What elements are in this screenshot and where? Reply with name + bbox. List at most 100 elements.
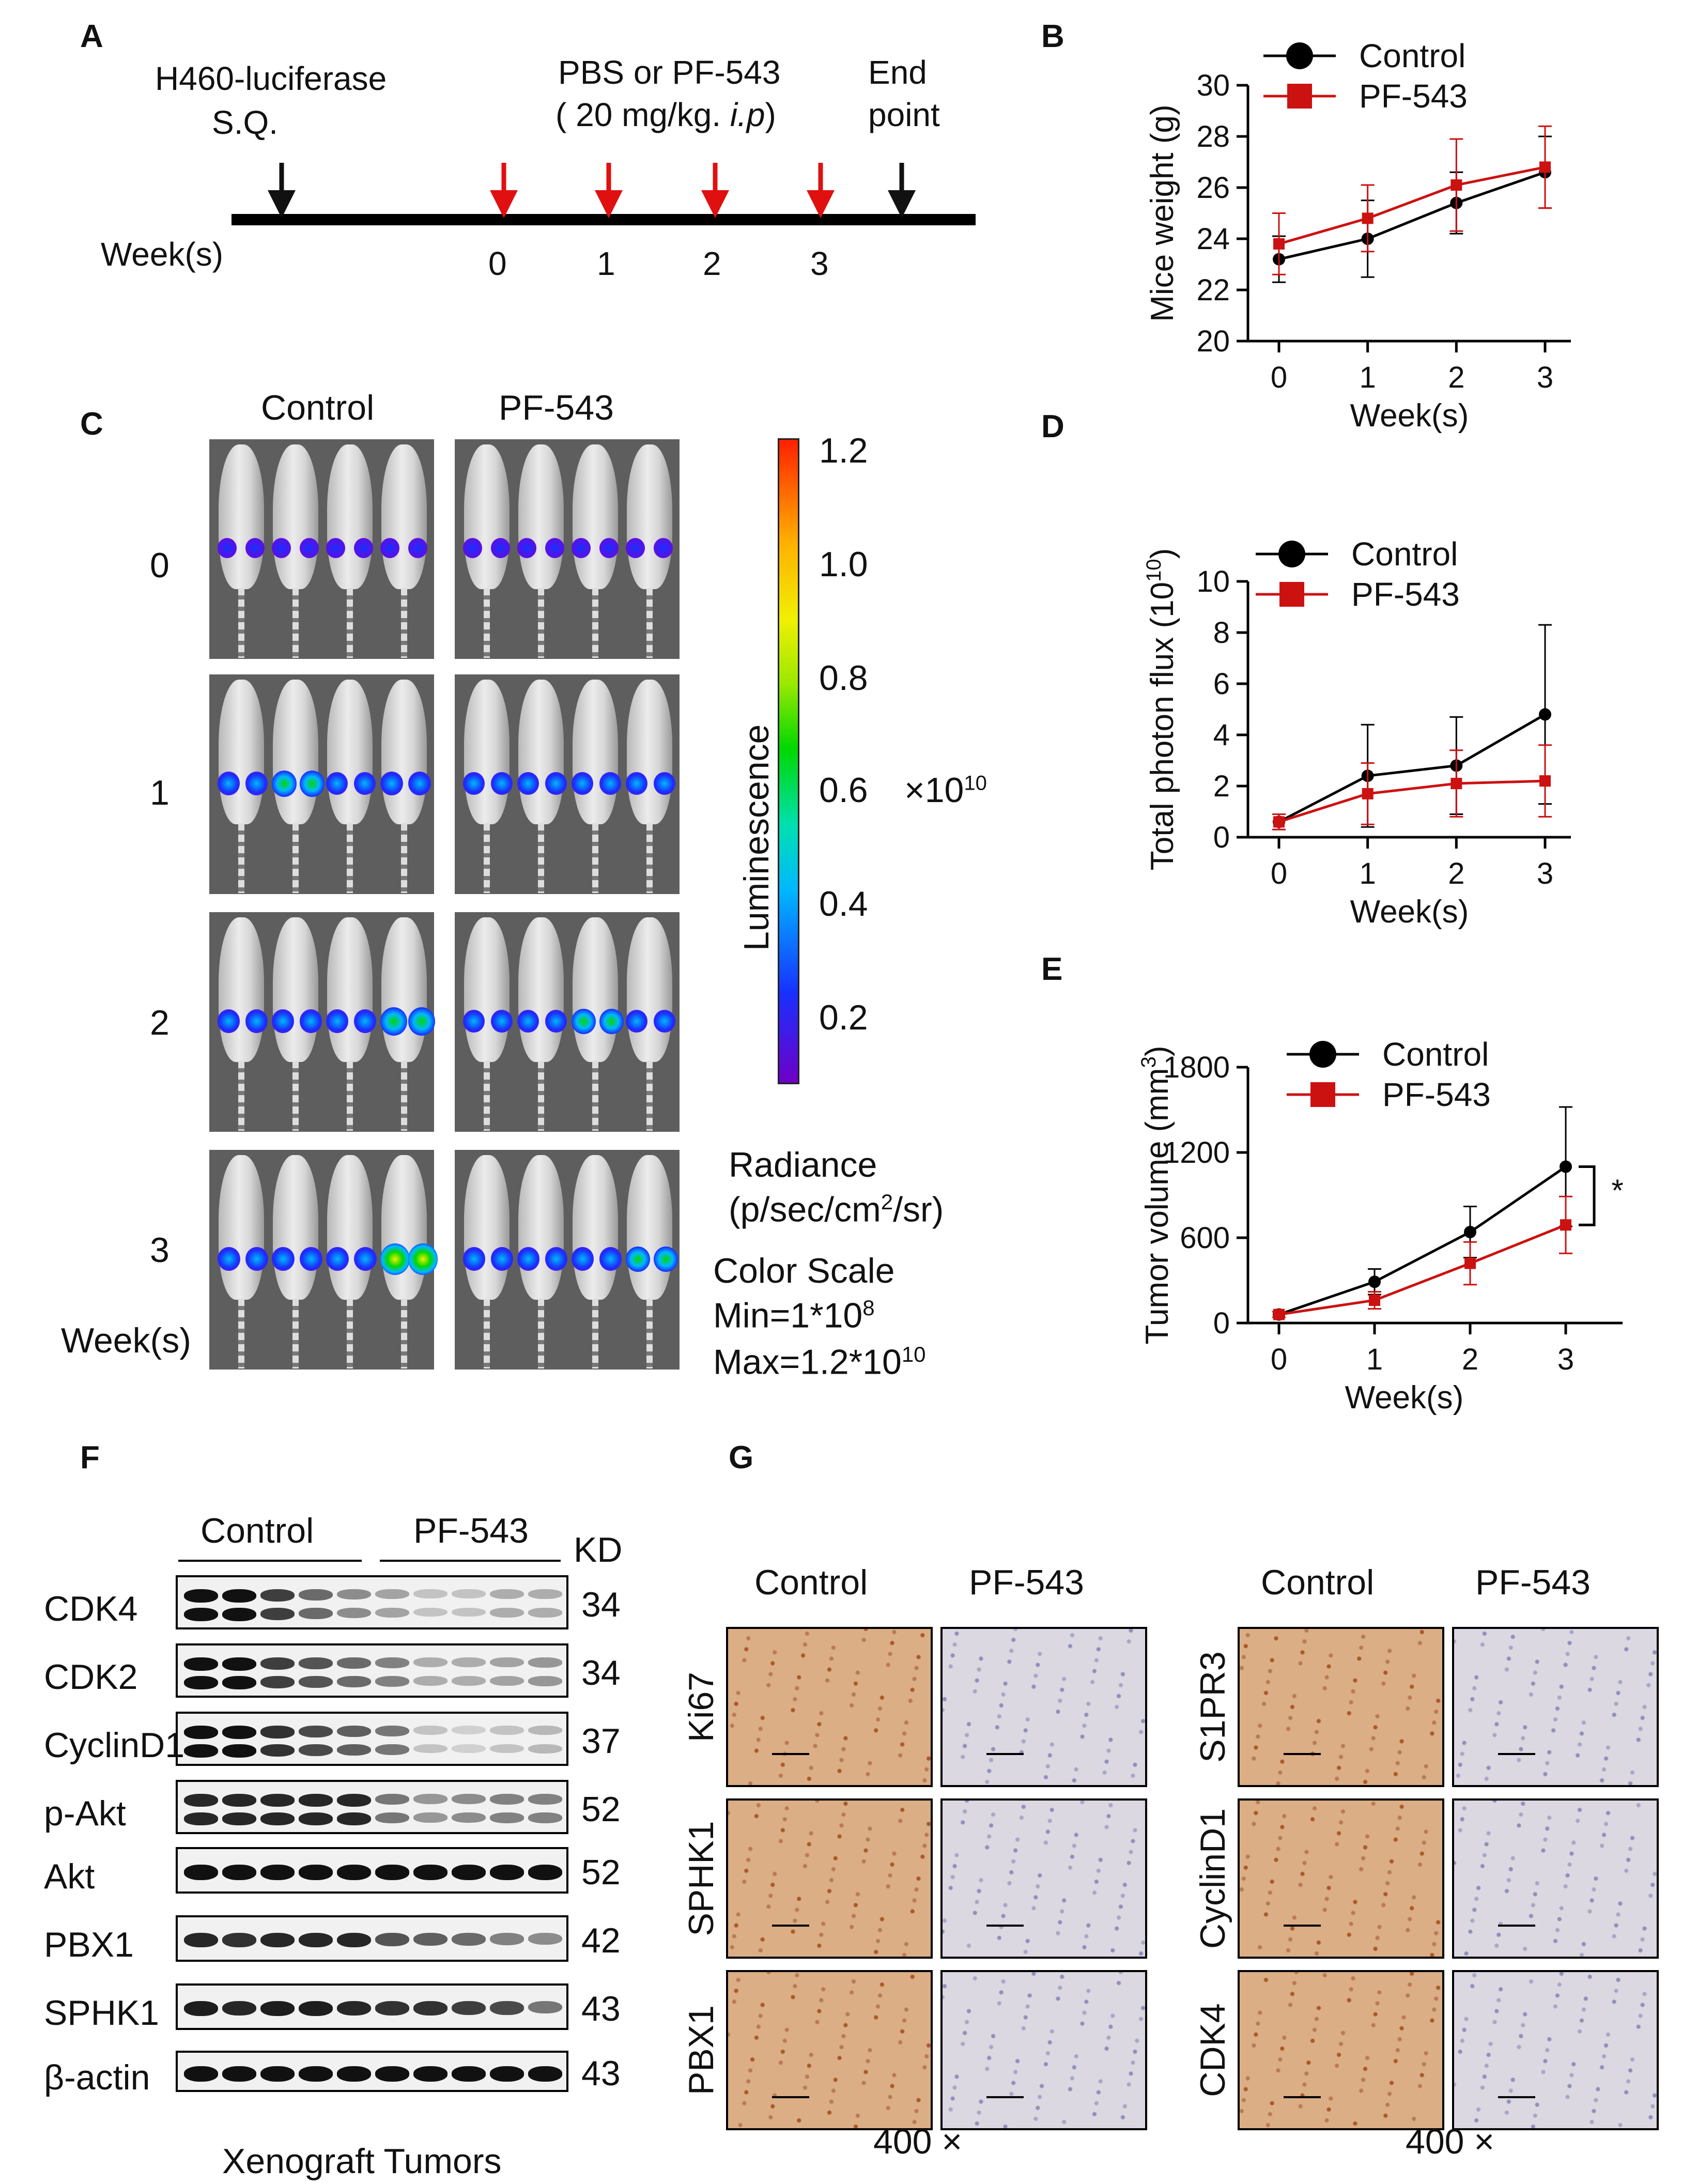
color-scale-max: Max=1.2*1010 [713,1342,926,1382]
scale-bar [1284,1925,1321,1927]
ihc-image-left-2-control [726,1970,933,2130]
blot-panel-4 [176,1847,568,1894]
blot-band-5-8-0 [490,1932,524,1945]
blot-band-0-2-1 [260,1607,295,1620]
point-E-0-1 [1368,1275,1381,1288]
blot-band-3-0-0 [184,1794,218,1807]
y-axis-label-E-exp: 3 [1137,1056,1160,1068]
tumor-signal-2-1-2-0 [572,1008,596,1034]
blot-band-7-6-0 [413,2066,447,2082]
injection-label: H460-luciferase [155,60,387,97]
mouse-0-1-2 [573,444,618,589]
blot-band-4-6-0 [413,1864,447,1880]
blot-band-1-7-0 [452,1657,486,1667]
blot-band-0-7-0 [452,1589,486,1598]
mouse-tail-3-0-3 [401,1299,407,1368]
blot-band-3-1-1 [222,1812,256,1825]
y-tick-label-D-1: 2 [1213,770,1230,803]
mouse-tail-3-0-2 [347,1299,353,1368]
tumor-signal-0-1-1-0 [517,538,537,559]
y-tick-label-B-4: 28 [1196,120,1230,153]
x-tick-label-D-0: 0 [1271,857,1287,890]
blot-panel-3 [176,1780,568,1834]
y-tick-label-E-2: 1200 [1163,1136,1230,1170]
tumor-signal-1-1-1-1 [545,772,567,795]
blot-band-5-7-0 [452,1932,486,1946]
y-tick-label-B-5: 30 [1196,69,1230,102]
blot-band-1-7-1 [452,1675,486,1686]
blot-band-2-0-1 [184,1744,218,1758]
point-E-1-2 [1464,1257,1476,1269]
blot-band-0-3-1 [299,1607,333,1619]
tumor-signal-1-0-3-1 [408,771,431,796]
blot-band-7-9-0 [528,2066,562,2082]
x-tick-label-D-3: 3 [1537,857,1553,890]
scale-bar [986,1925,1024,1927]
blot-band-0-1-1 [222,1607,256,1621]
mouse-0-0-0 [219,444,264,589]
blot-band-2-8-0 [490,1726,524,1735]
mouse-tail-3-0-1 [292,1299,299,1368]
mouse-tail-1-1-3 [646,823,653,893]
mouse-0-1-1 [518,444,564,589]
mouse-tail-2-0-1 [292,1061,299,1131]
series-line-B-1 [1278,165,1546,245]
point-B-1-1 [1362,212,1374,224]
tumor-signal-2-0-3-1 [408,1007,436,1036]
end-point-label: point [868,96,940,133]
panel-label-c: C [80,406,103,442]
ihc-left-magnification: 400 × [873,2122,963,2161]
y-tick-label-B-2: 24 [1196,222,1230,256]
color-scale-title: Color Scale [713,1251,895,1290]
blot-band-1-3-0 [299,1657,333,1669]
point-D-1-1 [1362,788,1374,799]
tumor-signal-1-1-1-0 [517,772,539,795]
blot-band-1-8-0 [490,1657,524,1668]
radiance-units: (p/sec/cm2/sr) [729,1190,944,1229]
blot-band-0-4-0 [337,1589,371,1600]
mouse-1-1-1 [518,680,564,824]
blot-band-7-3-0 [299,2066,333,2082]
ihc-image-right-2-pf [1452,1970,1659,2130]
tumor-signal-2-1-3-1 [654,1010,675,1033]
mouse-0-0-3 [381,444,427,589]
mouse-2-0-2 [327,917,373,1062]
blot-panel-1 [176,1643,568,1698]
tumor-signal-3-0-3-0 [380,1243,410,1275]
mouse-3-0-3 [381,1155,427,1300]
legend-marker-E-1 [1310,1082,1335,1107]
tumor-signal-2-1-0-0 [463,1010,485,1033]
blot-band-0-9-0 [528,1589,562,1599]
panel-label-a: A [80,19,103,54]
timeline-bar [232,214,976,225]
point-E-1-3 [1560,1219,1571,1231]
colorbar-tick-6: 0.2 [819,998,868,1037]
y-axis-label-B: Mice weight (g) [1145,104,1180,321]
y-tick-label-D-4: 8 [1213,616,1230,650]
blot-panel-7 [176,2051,568,2092]
blot-band-4-4-0 [337,1864,371,1880]
imaging-row-0: 0 [150,546,169,585]
tumor-signal-1-0-3-0 [380,771,404,796]
x-tick-label-B-1: 1 [1360,361,1376,394]
point-B-1-0 [1273,238,1285,250]
tumor-signal-3-0-0-1 [245,1247,269,1271]
tumor-signal-2-1-2-1 [599,1008,624,1034]
tumor-signal-3-1-0-0 [463,1247,486,1271]
tumor-signal-1-0-0-0 [218,772,240,795]
blot-band-1-5-1 [375,1675,409,1687]
legend-label-E-1: PF-543 [1382,1076,1491,1113]
imaging-row-axis-label: Week(s) [61,1321,191,1360]
ihc-marker-label-left-0: Ki67 [682,1671,721,1743]
end-label: End [868,54,927,91]
y-tick-label-B-3: 26 [1196,171,1230,205]
x-tick-label-E-0: 0 [1271,1343,1287,1376]
mouse-tail-1-1-0 [484,823,490,893]
mouse-2-1-0 [464,917,510,1062]
mouse-3-0-0 [219,1155,264,1300]
scale-bar [986,2096,1024,2098]
ihc-right-control: Control [1261,1563,1375,1602]
blot-band-0-8-1 [490,1607,524,1618]
series-line-B-0 [1278,171,1546,261]
